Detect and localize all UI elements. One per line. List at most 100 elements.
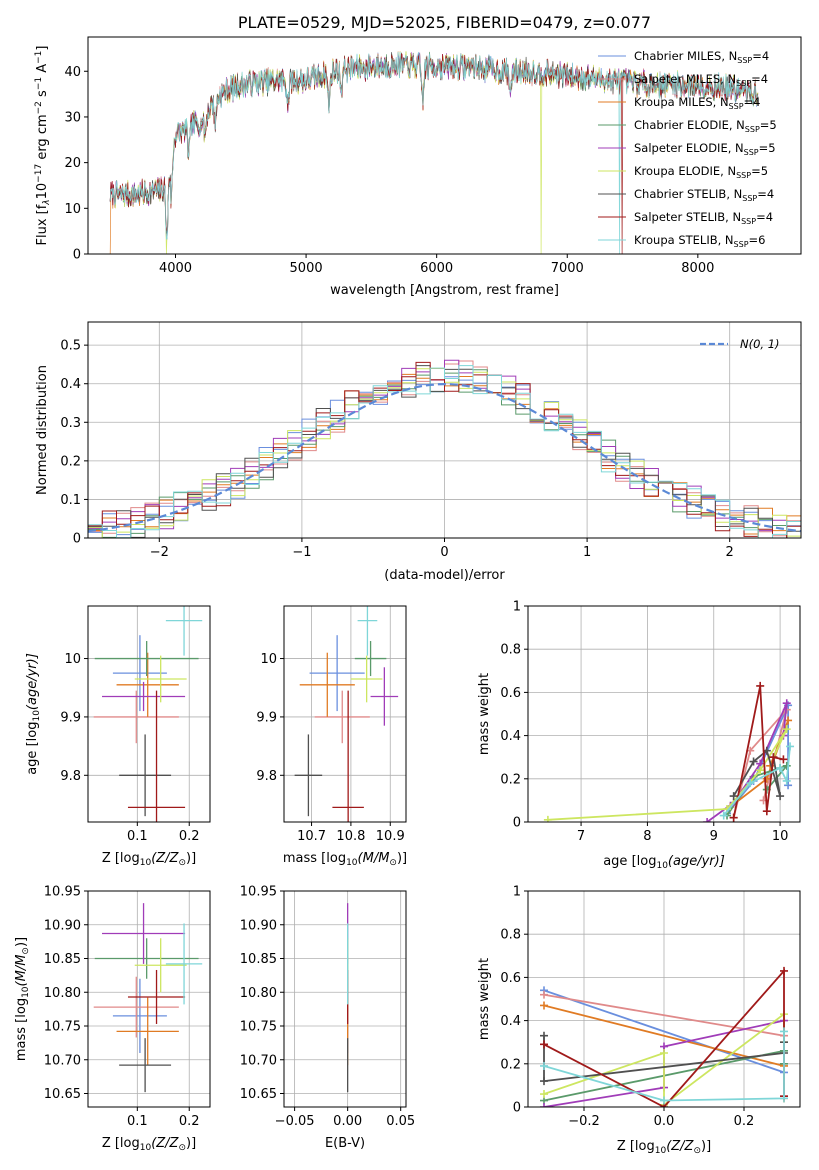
x-tick-label: 0.2 (179, 829, 200, 844)
y-tick-label: 0.3 (60, 416, 81, 431)
errorbar-point (119, 734, 172, 817)
y-tick-label: 0 (73, 248, 81, 263)
y-axis-label: age [log10(age/yr)] (25, 653, 42, 775)
y-tick-label: 1 (513, 600, 521, 615)
x-axis-label: Z [log10(Z/Z⊙)] (102, 1136, 196, 1153)
residual-histogram-plot: −2 −1 0 1 2 0 0.1 0.2 0.3 0.4 0.5 (data-model)/erro… (35, 321, 802, 583)
y-tick-label: 0 (73, 532, 81, 547)
errorbar-point (116, 652, 179, 717)
weight-marker (780, 966, 788, 975)
x-tick-label: 8 (643, 829, 651, 844)
errorbar-point (134, 655, 187, 703)
axes-frame (283, 890, 407, 1108)
weight-marker (540, 1090, 548, 1099)
y-tick-label: 10.85 (44, 952, 81, 967)
errorbar-point (165, 606, 203, 656)
y-tick-label: 9.8 (60, 769, 81, 784)
weight-marker (762, 807, 771, 816)
mass-vs-extinction-plot: −0.05 0.00 0.05 10.65 10.70 10.75 10.80 10.85 10… (240, 885, 415, 1152)
y-axis-label: mass weight (477, 673, 492, 755)
y-tick-label: 0.6 (500, 971, 521, 986)
errorbar-point (350, 655, 383, 703)
histogram-step (88, 361, 801, 538)
axes-frame (283, 605, 407, 823)
errorbar-point (94, 641, 199, 677)
x-tick-label: 8000 (681, 261, 714, 276)
plot-area (528, 606, 800, 822)
errorbar-point (294, 734, 323, 817)
spectrum-x-label: wavelength [Angstrom, rest frame] (330, 283, 559, 298)
y-tick-label: 0.4 (500, 729, 521, 744)
errorbar-point (354, 641, 387, 677)
x-tick-label: 10.8 (336, 829, 365, 844)
y-tick-label: 20 (64, 156, 81, 171)
weight-series (719, 742, 795, 820)
x-tick-label: 0.00 (333, 1114, 362, 1129)
x-tick-label: 0.2 (734, 1114, 755, 1129)
weight-marker (660, 1096, 668, 1105)
weight-marker (540, 1061, 548, 1070)
errorbar-point (309, 635, 365, 712)
weight-marker (782, 776, 791, 785)
y-tick-label: 0.2 (60, 454, 81, 469)
weight-marker (776, 764, 785, 772)
weight-marker (784, 781, 793, 790)
weight-marker (762, 774, 771, 783)
x-tick-label: 0.05 (386, 1114, 415, 1129)
x-tick-label: 0.0 (654, 1114, 675, 1129)
y-tick-label: 10.75 (240, 1020, 277, 1035)
weight-line (543, 1031, 785, 1102)
errorbar-point (102, 903, 186, 964)
y-tick-label: 10.80 (44, 986, 81, 1001)
spectrum-plot: 4000 5000 6000 7000 8000 0 10 20 30 40 PLATE=0529,… (34, 13, 802, 298)
weight-marker (782, 725, 791, 734)
plot-area (88, 322, 801, 538)
x-axis-label: Z [log10(Z/Z⊙)] (102, 851, 196, 868)
legend-entry: Kroupa ELODIE, NSSP=5 (634, 164, 768, 180)
y-tick-label: 0.1 (60, 493, 81, 508)
y-tick-label: 10.85 (240, 952, 277, 967)
weight-marker (719, 811, 728, 820)
errorbar-point (314, 690, 370, 744)
y-tick-label: 0.2 (500, 772, 521, 787)
plot-area (528, 891, 800, 1107)
weight-marker (786, 742, 795, 751)
weight-marker (756, 766, 765, 775)
weight-series (540, 1027, 788, 1105)
x-tick-label: 6000 (420, 261, 453, 276)
x-axis-label: Z [log10(Z/Z⊙)] (617, 1139, 711, 1156)
weight-marker (756, 681, 765, 690)
y-tick-label: 0.8 (500, 928, 521, 943)
normal-legend-label: N(0, 1) (740, 337, 780, 351)
legend-entry: Chabrier MILES, NSSP=4 (634, 49, 769, 65)
y-tick-label: 10.70 (44, 1053, 81, 1068)
plot-area (88, 606, 210, 822)
y-axis-label: mass [log10(M/M⊙)] (14, 937, 31, 1061)
weight-series (729, 681, 788, 822)
errorbar-point (102, 681, 186, 712)
histogram-x-label: (data-model)/error (384, 568, 505, 583)
errorbar-point (299, 652, 355, 717)
y-tick-label: 0 (513, 1101, 521, 1116)
errorbar-point (357, 606, 378, 656)
weight-marker (782, 761, 791, 770)
errorbar-point (93, 976, 179, 1038)
errorbar-point (119, 1038, 172, 1093)
plot-area (284, 891, 406, 1107)
errorbar-point (112, 635, 167, 712)
plot-area (109, 51, 759, 254)
legend-entry: Salpeter MILES, NSSP=4 (634, 72, 768, 88)
weight-marker (540, 1001, 548, 1010)
y-tick-label: 10 (64, 652, 81, 667)
x-tick-label: −2 (150, 545, 169, 560)
histogram-y-label: Normed distribution (35, 365, 50, 495)
errorbar-point (93, 690, 179, 744)
spectrum-y-label: Flux [fλ10−17 erg cm−2 s−1 A−1] (34, 46, 52, 246)
weight-marker (729, 792, 738, 801)
spectrum-title: PLATE=0529, MJD=52025, FIBERID=0479, z=0… (238, 13, 651, 32)
weight-marker (776, 792, 785, 801)
y-tick-label: 9.9 (256, 710, 277, 725)
weight-marker (543, 815, 552, 822)
y-tick-label: 0.8 (500, 643, 521, 658)
